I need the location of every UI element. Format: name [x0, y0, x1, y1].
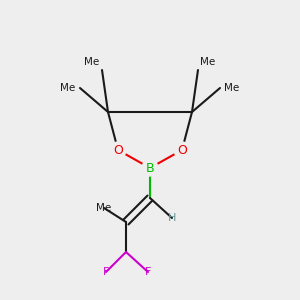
- Text: Me: Me: [84, 57, 100, 67]
- Text: H: H: [168, 213, 176, 223]
- Text: Me: Me: [60, 83, 76, 93]
- Text: F: F: [145, 267, 151, 277]
- Text: O: O: [113, 143, 123, 157]
- Text: Me: Me: [96, 203, 112, 213]
- Text: O: O: [177, 143, 187, 157]
- Text: Me: Me: [224, 83, 240, 93]
- Circle shape: [110, 142, 126, 158]
- Text: F: F: [103, 267, 109, 277]
- Text: B: B: [146, 161, 154, 175]
- Circle shape: [174, 142, 190, 158]
- Text: Me: Me: [200, 57, 216, 67]
- Circle shape: [142, 160, 158, 176]
